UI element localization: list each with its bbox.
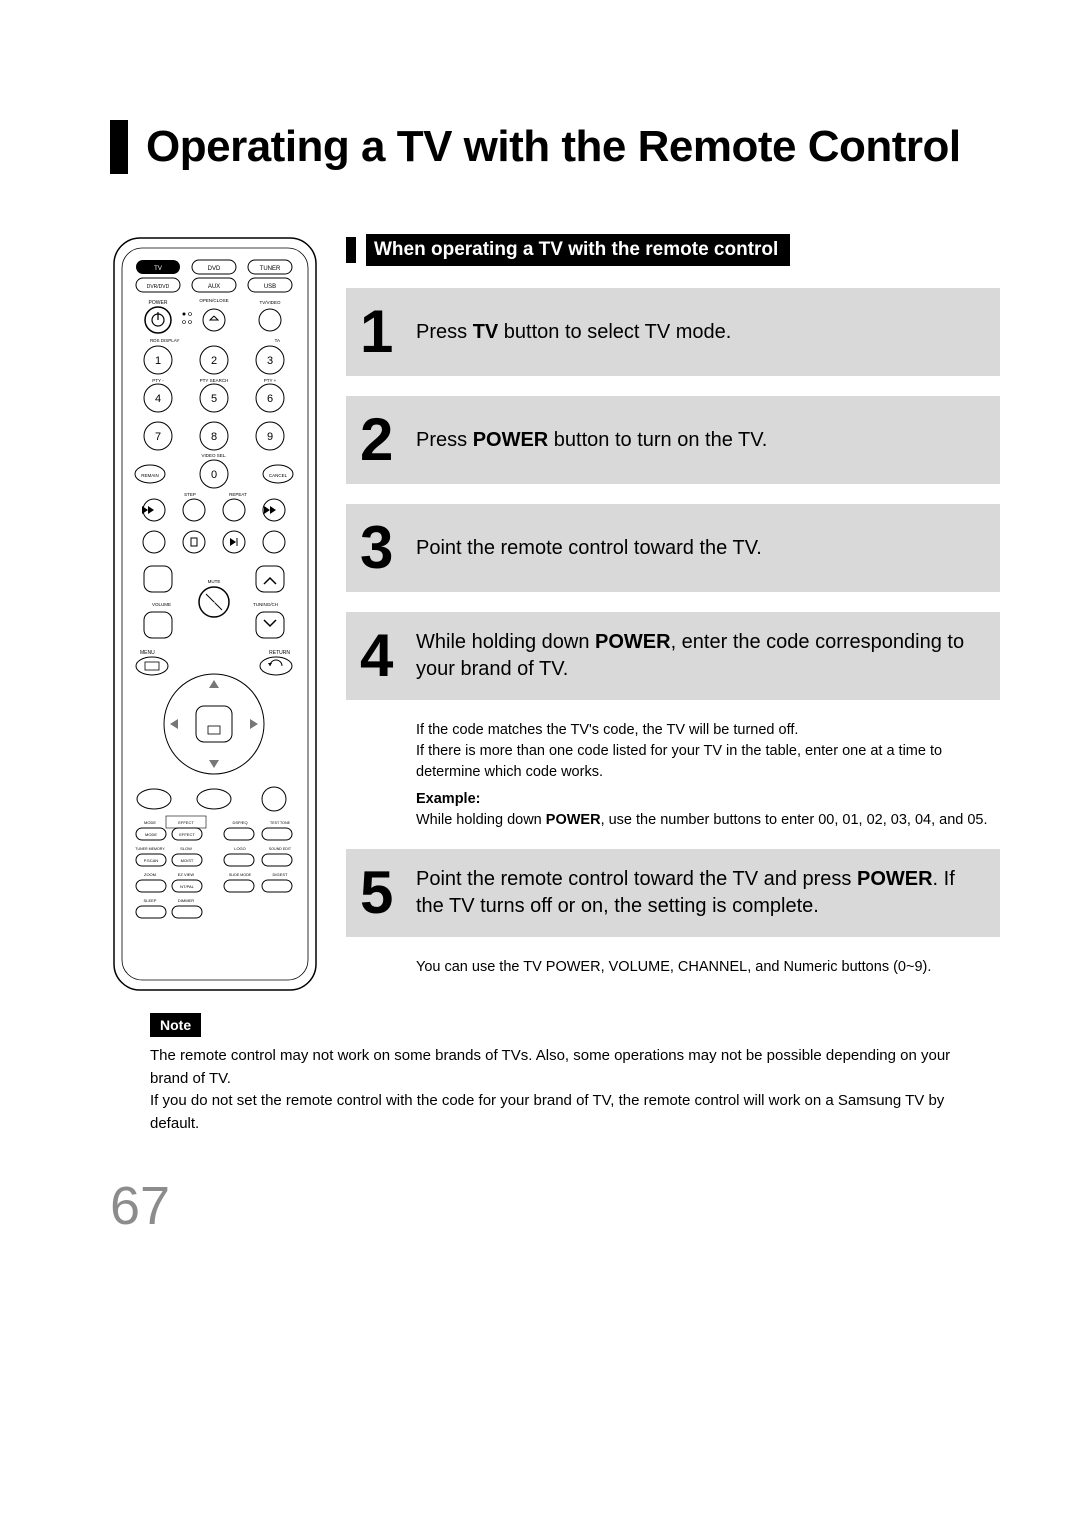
svg-text:TV/VIDEO: TV/VIDEO bbox=[259, 300, 281, 305]
detail-line: You can use the TV POWER, VOLUME, CHANNE… bbox=[416, 957, 1000, 978]
svg-text:TITLE: TITLE bbox=[269, 801, 280, 805]
svg-text:OPEN/CLOSE: OPEN/CLOSE bbox=[199, 298, 228, 303]
svg-text:MODE: MODE bbox=[145, 832, 157, 837]
step-text: Press TV button to select TV mode. bbox=[416, 319, 731, 346]
svg-text:USB: USB bbox=[264, 284, 276, 290]
page-number: 67 bbox=[110, 1175, 1000, 1237]
svg-text:P.SCAN: P.SCAN bbox=[144, 858, 158, 863]
svg-text:INFO: INFO bbox=[149, 798, 160, 803]
subhead-text: When operating a TV with the remote cont… bbox=[366, 234, 790, 266]
step-4: 4 While holding down POWER, enter the co… bbox=[346, 612, 1000, 700]
svg-text:AUX: AUX bbox=[208, 284, 220, 290]
svg-text:STEP: STEP bbox=[184, 492, 196, 497]
svg-text:PTY +: PTY + bbox=[264, 378, 277, 383]
remote-illustration: TV DVD TUNER DVR/DVD AUX USB POWER OPEN/… bbox=[110, 234, 320, 999]
svg-text:TV: TV bbox=[154, 266, 162, 272]
page-title-row: Operating a TV with the Remote Control bbox=[110, 120, 1000, 174]
svg-text:MODE: MODE bbox=[144, 820, 156, 825]
svg-text:✕: ✕ bbox=[212, 601, 216, 607]
section-subheading: When operating a TV with the remote cont… bbox=[346, 234, 1000, 266]
svg-text:TUNER: TUNER bbox=[260, 266, 281, 272]
svg-text:SLEEP: SLEEP bbox=[144, 898, 157, 903]
svg-text:DVD: DVD bbox=[208, 266, 221, 272]
svg-text:EFFECT: EFFECT bbox=[179, 832, 195, 837]
svg-text:DIMMER: DIMMER bbox=[178, 898, 194, 903]
step-1: 1 Press TV button to select TV mode. bbox=[346, 288, 1000, 376]
svg-text:TUNER MEMORY: TUNER MEMORY bbox=[135, 847, 165, 851]
svg-text:LOGO: LOGO bbox=[234, 846, 246, 851]
svg-text:4: 4 bbox=[155, 393, 161, 405]
svg-text:6: 6 bbox=[267, 393, 273, 405]
svg-text:DSP/EQ: DSP/EQ bbox=[232, 820, 247, 825]
subhead-accent-bar bbox=[346, 237, 356, 263]
step-number: 4 bbox=[360, 626, 400, 686]
note-block: Note The remote control may not work on … bbox=[150, 1013, 1000, 1135]
note-badge: Note bbox=[150, 1013, 201, 1037]
svg-text:REPEAT: REPEAT bbox=[229, 492, 247, 497]
step-2: 2 Press POWER button to turn on the TV. bbox=[346, 396, 1000, 484]
svg-text:3: 3 bbox=[267, 355, 273, 367]
svg-text:SUB: SUB bbox=[270, 796, 278, 800]
svg-text:2: 2 bbox=[211, 355, 217, 367]
detail-line: If there is more than one code listed fo… bbox=[416, 741, 1000, 783]
step-number: 2 bbox=[360, 410, 400, 470]
svg-text:SLIDE MODE: SLIDE MODE bbox=[229, 873, 252, 877]
svg-text:SLOW: SLOW bbox=[180, 846, 192, 851]
step-4-detail: If the code matches the TV's code, the T… bbox=[346, 720, 1000, 849]
svg-text:TUNING/CH: TUNING/CH bbox=[253, 602, 278, 607]
detail-line: If the code matches the TV's code, the T… bbox=[416, 720, 1000, 741]
svg-text:9: 9 bbox=[267, 431, 273, 443]
svg-text:EFFECT: EFFECT bbox=[178, 820, 194, 825]
svg-text:MO/ST: MO/ST bbox=[181, 858, 194, 863]
svg-text:VOLUME: VOLUME bbox=[152, 602, 171, 607]
svg-text:MUTE: MUTE bbox=[208, 579, 221, 584]
step-5-detail: You can use the TV POWER, VOLUME, CHANNE… bbox=[346, 957, 1000, 996]
step-5: 5 Point the remote control toward the TV… bbox=[346, 849, 1000, 937]
svg-text:TEST TONE: TEST TONE bbox=[270, 821, 291, 825]
step-number: 3 bbox=[360, 518, 400, 578]
step-text: Press POWER button to turn on the TV. bbox=[416, 427, 767, 454]
svg-text:RDS DISPLAY: RDS DISPLAY bbox=[150, 338, 179, 343]
svg-text:SOUND EDIT: SOUND EDIT bbox=[269, 847, 292, 851]
step-text: Point the remote control toward the TV. bbox=[416, 535, 762, 562]
svg-text:5: 5 bbox=[211, 393, 217, 405]
svg-text:+: + bbox=[153, 571, 162, 588]
svg-text:1: 1 bbox=[155, 355, 161, 367]
svg-text:PTY -: PTY - bbox=[152, 378, 164, 383]
step-number: 5 bbox=[360, 863, 400, 923]
svg-text:TA: TA bbox=[275, 338, 280, 343]
svg-text:VIDEO SEL.: VIDEO SEL. bbox=[201, 453, 226, 458]
svg-text:AUDIO: AUDIO bbox=[207, 798, 222, 803]
svg-text:MENU: MENU bbox=[140, 650, 155, 656]
svg-text:DVR/DVD: DVR/DVD bbox=[147, 284, 170, 290]
svg-text:REMAIN: REMAIN bbox=[141, 473, 159, 478]
note-text: The remote control may not work on some … bbox=[150, 1045, 1000, 1135]
svg-text:8: 8 bbox=[211, 431, 217, 443]
step-text: Point the remote control toward the TV a… bbox=[416, 866, 984, 920]
example-label: Example: bbox=[416, 789, 1000, 810]
svg-text:7: 7 bbox=[155, 431, 161, 443]
page-title: Operating a TV with the Remote Control bbox=[146, 122, 961, 172]
svg-text:−: − bbox=[153, 613, 164, 633]
example-text: While holding down POWER, use the number… bbox=[416, 810, 1000, 831]
svg-text:POWER: POWER bbox=[149, 300, 168, 306]
svg-text:EZ VIEW: EZ VIEW bbox=[178, 872, 195, 877]
svg-text:ENTER: ENTER bbox=[206, 718, 223, 724]
svg-text:0: 0 bbox=[211, 469, 217, 481]
svg-text:RETURN: RETURN bbox=[269, 650, 290, 656]
step-3: 3 Point the remote control toward the TV… bbox=[346, 504, 1000, 592]
svg-text:ZOOM: ZOOM bbox=[144, 872, 156, 877]
svg-text:CANCEL: CANCEL bbox=[269, 473, 288, 478]
svg-text:DIGEST: DIGEST bbox=[273, 872, 288, 877]
svg-text:PTY SEARCH: PTY SEARCH bbox=[200, 378, 229, 383]
title-accent-bar bbox=[110, 120, 128, 174]
svg-text:NT/PAL: NT/PAL bbox=[180, 884, 194, 889]
step-number: 1 bbox=[360, 302, 400, 362]
step-text: While holding down POWER, enter the code… bbox=[416, 629, 984, 683]
